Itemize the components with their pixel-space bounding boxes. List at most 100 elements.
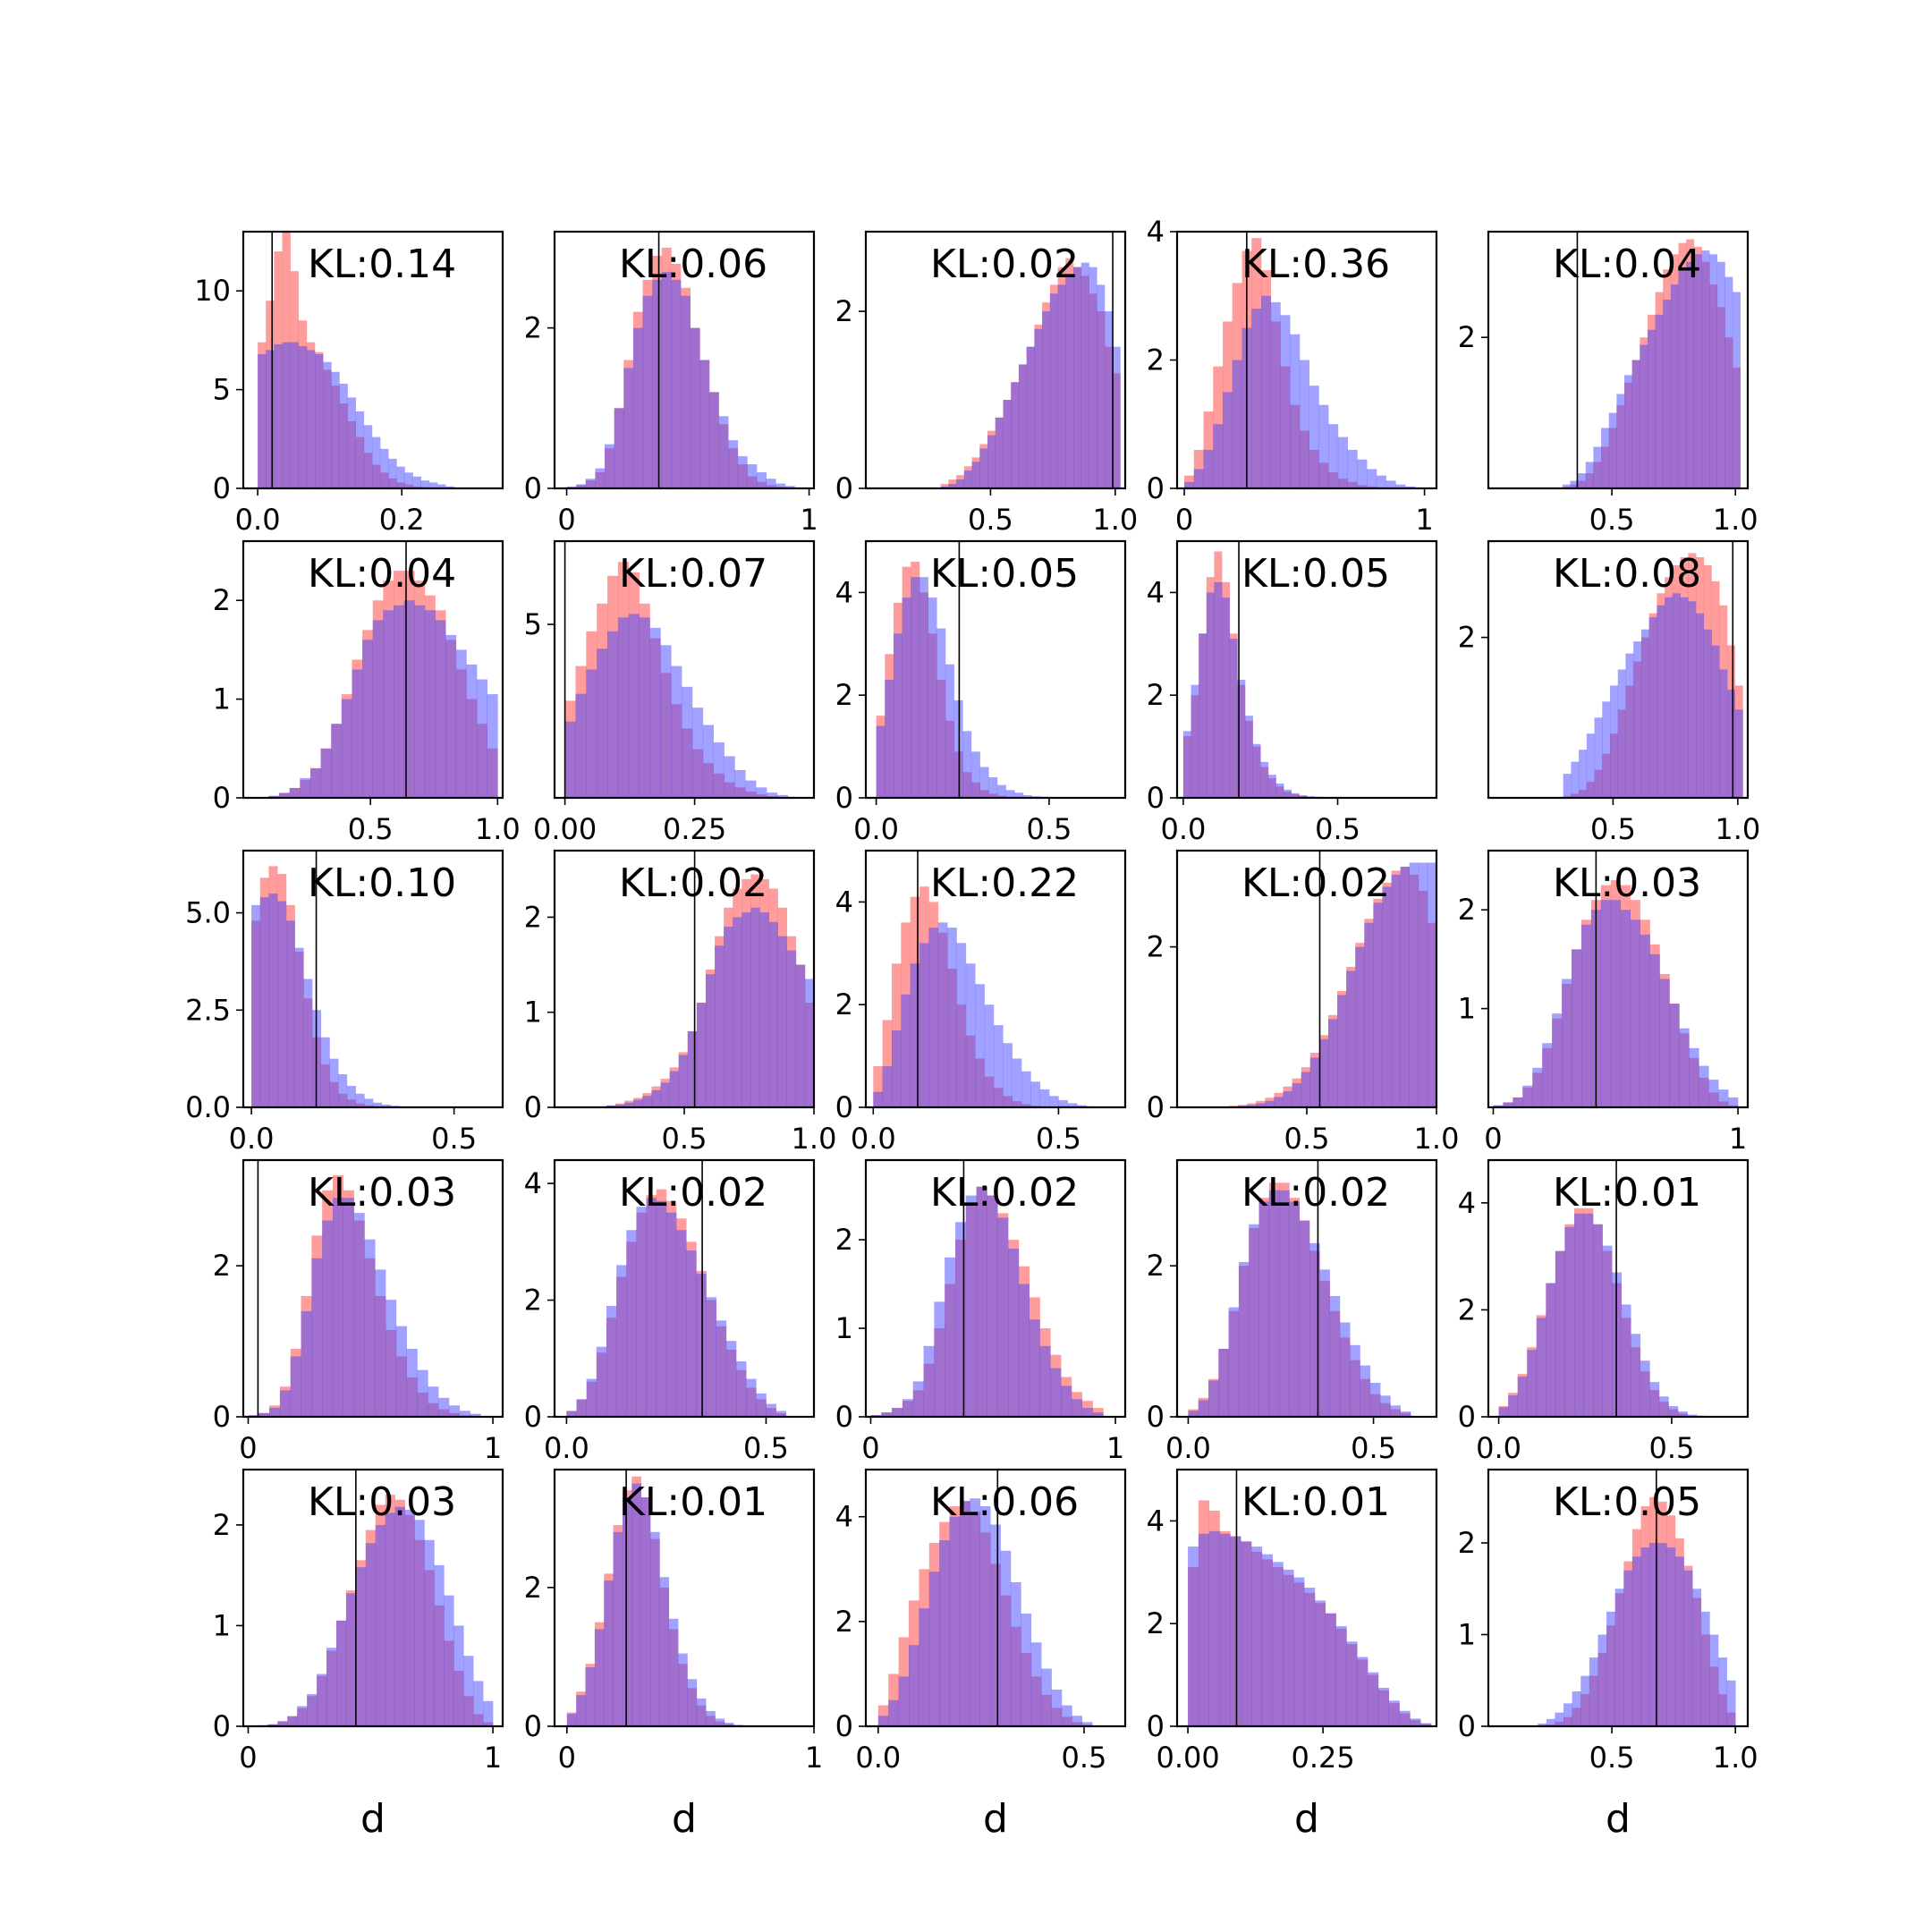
hist-bar-blue bbox=[1674, 1556, 1684, 1726]
axes-frame bbox=[242, 1468, 504, 1728]
hist-bar-blue bbox=[902, 1399, 914, 1417]
hist-bar-blue bbox=[696, 1698, 707, 1726]
hist-bar-blue bbox=[1562, 979, 1572, 1107]
hist-bar-blue bbox=[1339, 1322, 1351, 1417]
hist-bar-blue bbox=[912, 1381, 924, 1417]
x-tick-label: 1.0 bbox=[475, 812, 521, 846]
hist-bar-blue bbox=[733, 917, 742, 1107]
hist-bar-blue bbox=[289, 787, 301, 798]
hist-bar-blue bbox=[585, 1667, 596, 1726]
hist-bar-blue bbox=[1663, 299, 1672, 488]
hist-bar-blue bbox=[1092, 1412, 1104, 1417]
hist-bar-blue bbox=[303, 979, 313, 1107]
hist-bar-blue bbox=[438, 1397, 450, 1417]
hist-bar-blue bbox=[1061, 1385, 1072, 1417]
x-tick-label: 0 bbox=[1484, 1122, 1502, 1156]
hist-bar-blue bbox=[355, 1567, 367, 1726]
series-blue bbox=[876, 577, 1058, 798]
hist-bar-blue bbox=[646, 1198, 657, 1417]
hist-bar-blue bbox=[1688, 601, 1697, 798]
hist-bar-blue bbox=[724, 1723, 734, 1726]
hist-bar-blue bbox=[1260, 295, 1272, 488]
hist-bar-blue bbox=[1649, 1382, 1660, 1417]
hist-bar-blue bbox=[1337, 995, 1347, 1107]
hist-bar-blue bbox=[936, 628, 946, 798]
hist-bar-blue bbox=[1268, 1190, 1280, 1417]
hist-bar-blue bbox=[1672, 593, 1681, 798]
series-blue bbox=[873, 922, 1097, 1107]
hist-bar-blue bbox=[1640, 344, 1648, 488]
hist-bar-blue bbox=[317, 1674, 327, 1726]
x-tick-label: 0.0 bbox=[1165, 1431, 1211, 1465]
hist-bar-blue bbox=[639, 617, 650, 798]
hist-bar-blue bbox=[1678, 269, 1687, 488]
hist-bar-blue bbox=[1314, 1600, 1326, 1726]
series-blue bbox=[1498, 1213, 1707, 1417]
axes-frame bbox=[1175, 1158, 1438, 1419]
hist-bar-blue bbox=[1219, 1533, 1231, 1726]
hist-bar-blue bbox=[1726, 689, 1735, 798]
hist-bar-blue bbox=[1522, 1085, 1533, 1107]
hist-bar-blue bbox=[996, 784, 1006, 798]
hist-bar-blue bbox=[746, 1378, 757, 1417]
hist-bar-blue bbox=[901, 994, 911, 1107]
hist-bar-blue bbox=[750, 907, 760, 1107]
hist-bar-blue bbox=[1012, 1058, 1022, 1107]
hist-bar-blue bbox=[1022, 795, 1032, 798]
x-tick-label: 1.0 bbox=[1713, 1741, 1758, 1775]
hist-bar-blue bbox=[1080, 262, 1089, 488]
axes-frame bbox=[1175, 1468, 1438, 1728]
series-blue bbox=[248, 1198, 481, 1417]
hist-bar-blue bbox=[953, 699, 963, 798]
hist-bar-blue bbox=[1562, 484, 1571, 488]
hist-bar-blue bbox=[990, 1524, 1001, 1726]
axes-frame bbox=[864, 1158, 1127, 1419]
hist-bar-blue bbox=[1011, 382, 1020, 488]
hist-bar-blue bbox=[1367, 469, 1377, 488]
hist-bar-blue bbox=[329, 1058, 339, 1107]
hist-bar-blue bbox=[892, 1408, 903, 1417]
hist-bar-blue bbox=[1716, 261, 1725, 488]
hist-bar-blue bbox=[1228, 1307, 1240, 1417]
hist-bar-blue bbox=[1579, 750, 1588, 798]
hist-bar-blue bbox=[1726, 1680, 1736, 1726]
hist-bar-blue bbox=[1538, 1723, 1547, 1726]
hist-bar-blue bbox=[1693, 254, 1702, 488]
subplot-r1-c4: 0 2 4 0 1 KL:0.36 bbox=[1147, 215, 1438, 537]
y-tick-label: 0 bbox=[1147, 781, 1165, 815]
hist-bar-blue bbox=[1328, 424, 1339, 488]
hist-bar-blue bbox=[363, 425, 373, 488]
hist-bar-blue bbox=[420, 480, 430, 488]
hist-bar-blue bbox=[1182, 731, 1191, 798]
hist-bar-blue bbox=[267, 1724, 278, 1726]
x-tick-label: 0.0 bbox=[544, 1431, 589, 1465]
hist-bar-blue bbox=[902, 597, 911, 798]
hist-bar-blue bbox=[1696, 613, 1705, 798]
hist-bar-blue bbox=[1620, 910, 1631, 1107]
x-axis-label: d bbox=[360, 1796, 386, 1842]
hist-bar-blue bbox=[1275, 783, 1284, 798]
hist-bar-blue bbox=[976, 1186, 987, 1417]
x-axis-label: d bbox=[983, 1796, 1008, 1842]
hist-bar-blue bbox=[1623, 1570, 1633, 1726]
x-tick-label: 0.5 bbox=[1590, 812, 1636, 846]
hist-bar-blue bbox=[566, 1411, 577, 1417]
hist-bar-blue bbox=[1687, 1414, 1698, 1417]
hist-bar-blue bbox=[362, 640, 374, 798]
hist-bar-blue bbox=[1724, 276, 1733, 488]
x-tick-label: 1.0 bbox=[1713, 503, 1758, 537]
hist-bar-blue bbox=[1409, 862, 1419, 1107]
hist-bar-blue bbox=[756, 1393, 767, 1417]
hist-bar-red bbox=[882, 1020, 893, 1107]
hist-bar-blue bbox=[1368, 1672, 1379, 1726]
hist-bar-blue bbox=[1734, 709, 1743, 798]
axes-frame bbox=[553, 1468, 816, 1728]
hist-bar-blue bbox=[623, 368, 634, 488]
x-tick-label: 0.0 bbox=[1476, 1431, 1521, 1465]
hist-bar-blue bbox=[412, 476, 422, 488]
subplot-r3-c1: 0.0 2.5 5.0 0.0 0.5 KL:0.10 bbox=[185, 849, 504, 1156]
x-tick-label: 1.0 bbox=[792, 1122, 837, 1156]
hist-bar-blue bbox=[346, 1086, 356, 1107]
hist-bar-blue bbox=[1376, 475, 1386, 488]
